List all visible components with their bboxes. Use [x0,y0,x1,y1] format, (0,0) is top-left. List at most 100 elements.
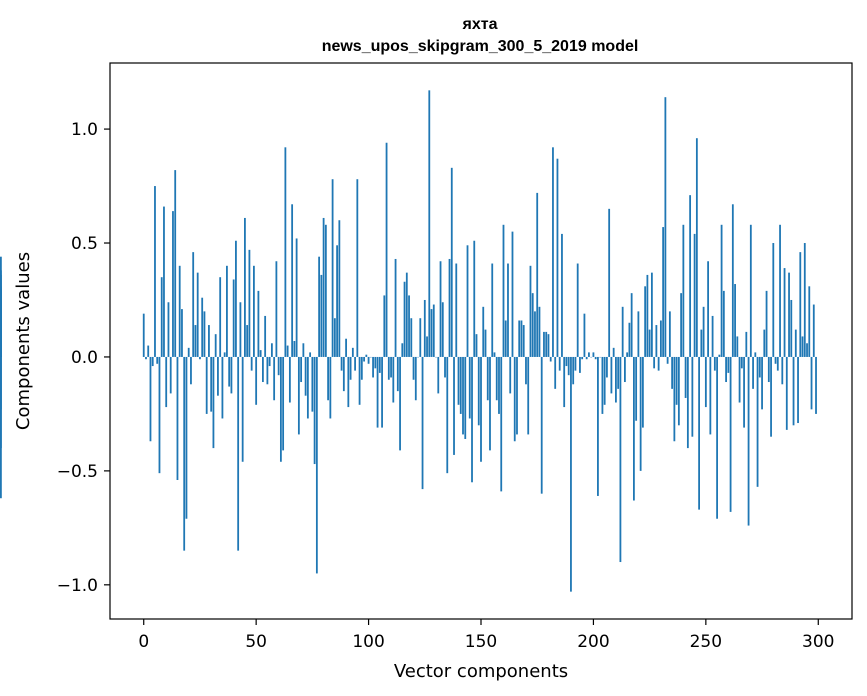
bar-41 [235,240,237,357]
bar-40 [232,279,235,357]
bar-281 [774,356,777,364]
bar-132 [439,261,442,357]
bar-53 [262,356,264,383]
bar-88 [340,356,343,371]
bar-256 [718,354,721,357]
bar-103 [374,356,377,369]
bar-250 [704,356,707,408]
bar-85 [333,318,336,357]
bar-133 [441,302,444,357]
bar-290 [794,329,797,357]
bar-102 [372,356,374,378]
bar-129 [432,304,435,357]
bar-161 [504,320,507,357]
bar-265 [738,356,741,403]
bar-197 [585,356,588,360]
bar-151 [482,306,485,357]
bar-117 [405,272,408,357]
bar-12 [169,356,172,394]
bar-221 [639,356,642,471]
bar-177 [540,356,543,494]
bar-274 [758,356,761,378]
bar-16 [178,265,181,357]
bar-86 [336,245,338,357]
bar-42 [237,356,240,551]
bar-277 [765,290,768,357]
bar-60 [277,356,280,376]
bar-234 [668,311,671,357]
bar-175 [536,192,539,357]
bar-188 [565,356,568,367]
bar-262 [731,204,734,357]
y-axis-label: Components values [13,252,34,430]
bar-186 [561,233,563,357]
bar-24 [196,272,199,357]
bar-112 [394,258,397,357]
bar-104 [376,356,379,428]
bar-213 [621,306,624,357]
bar-282 [776,356,779,371]
bar-61 [279,356,282,462]
bar-46 [246,325,249,357]
bar-241 [684,356,687,398]
bar-253 [711,315,714,357]
x-tick-label: 200 [577,632,609,652]
bar-74 [309,352,312,357]
bar-181 [549,356,552,362]
bar-31 [212,356,215,449]
bar-296 [808,286,811,357]
bar-143 [464,356,467,439]
bar-245 [693,233,696,357]
bar-119 [410,318,413,357]
bar-231 [662,227,665,357]
bar-98 [363,356,365,362]
bar-287 [788,272,790,357]
bar-273 [756,356,759,487]
bar-226 [650,272,653,357]
bar-90 [345,338,347,357]
bar-79 [320,274,323,357]
y-tick-label: 0.5 [71,234,98,254]
bar-163 [509,356,512,394]
bar-214 [624,356,626,383]
bar-30 [210,356,213,412]
bar-279 [770,356,772,437]
bar-242 [686,356,689,449]
bar-168 [520,320,523,357]
bar-48 [250,356,253,371]
bar-111 [392,356,395,403]
bar-20 [187,347,190,357]
bar-291 [797,356,799,424]
bar-170 [525,356,527,385]
bar-165 [513,356,516,442]
bar-270 [749,224,752,357]
bar-81 [324,224,327,357]
bar-268 [745,331,748,357]
x-tick-label: 250 [690,632,722,652]
bar-229 [657,356,660,371]
bar-138 [453,356,455,455]
bar-34 [219,277,222,357]
bar-110 [390,356,392,378]
bar-116 [403,281,406,357]
bar-271 [752,356,754,389]
bar-142 [462,356,464,435]
bar-68 [295,238,298,357]
bar-162 [507,263,509,357]
bar-266 [740,356,743,369]
bar-26 [201,297,204,357]
bar-169 [522,325,525,357]
bar-123 [419,318,422,357]
bar-179 [545,331,548,357]
bar-184 [556,158,559,357]
bar-92 [349,356,352,380]
bar-107 [383,295,386,357]
bar-8 [160,277,163,357]
bar-152 [484,329,487,357]
bar-220 [637,311,640,357]
bar-93 [351,347,354,357]
bar-176 [538,306,541,357]
bar-126 [426,336,428,357]
bar-38 [228,356,231,387]
